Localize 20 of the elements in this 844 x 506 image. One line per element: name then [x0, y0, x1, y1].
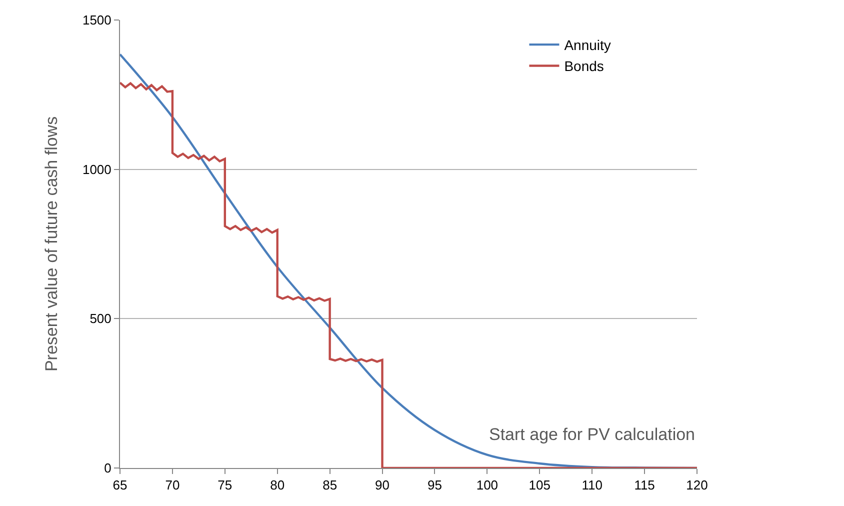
y-tick-label: 500	[90, 311, 112, 326]
x-tick-label: 85	[322, 478, 338, 493]
x-axis-title: Start age for PV calculation	[489, 425, 696, 444]
x-tick-label: 90	[375, 478, 390, 493]
x-tick-label: 75	[218, 478, 232, 493]
x-tick-label: 105	[528, 478, 550, 493]
x-tick-label: 70	[165, 478, 180, 493]
x-tick-label: 120	[686, 478, 708, 493]
y-tick-label: 1000	[82, 162, 112, 177]
y-tick-label: 0	[104, 460, 112, 476]
legend-label: Bonds	[564, 58, 604, 74]
y-axis-title: Present value of future cash flows	[42, 116, 62, 372]
y-tick-label: 1500	[82, 12, 112, 28]
x-tick-label: 80	[270, 478, 285, 493]
x-tick-label: 100	[476, 478, 498, 493]
legend-label: Annuity	[564, 37, 611, 54]
x-tick-label: 95	[427, 478, 442, 493]
x-tick-label: 115	[634, 478, 655, 493]
x-tick-label: 65	[112, 478, 128, 493]
x-tick-label: 110	[582, 478, 602, 493]
